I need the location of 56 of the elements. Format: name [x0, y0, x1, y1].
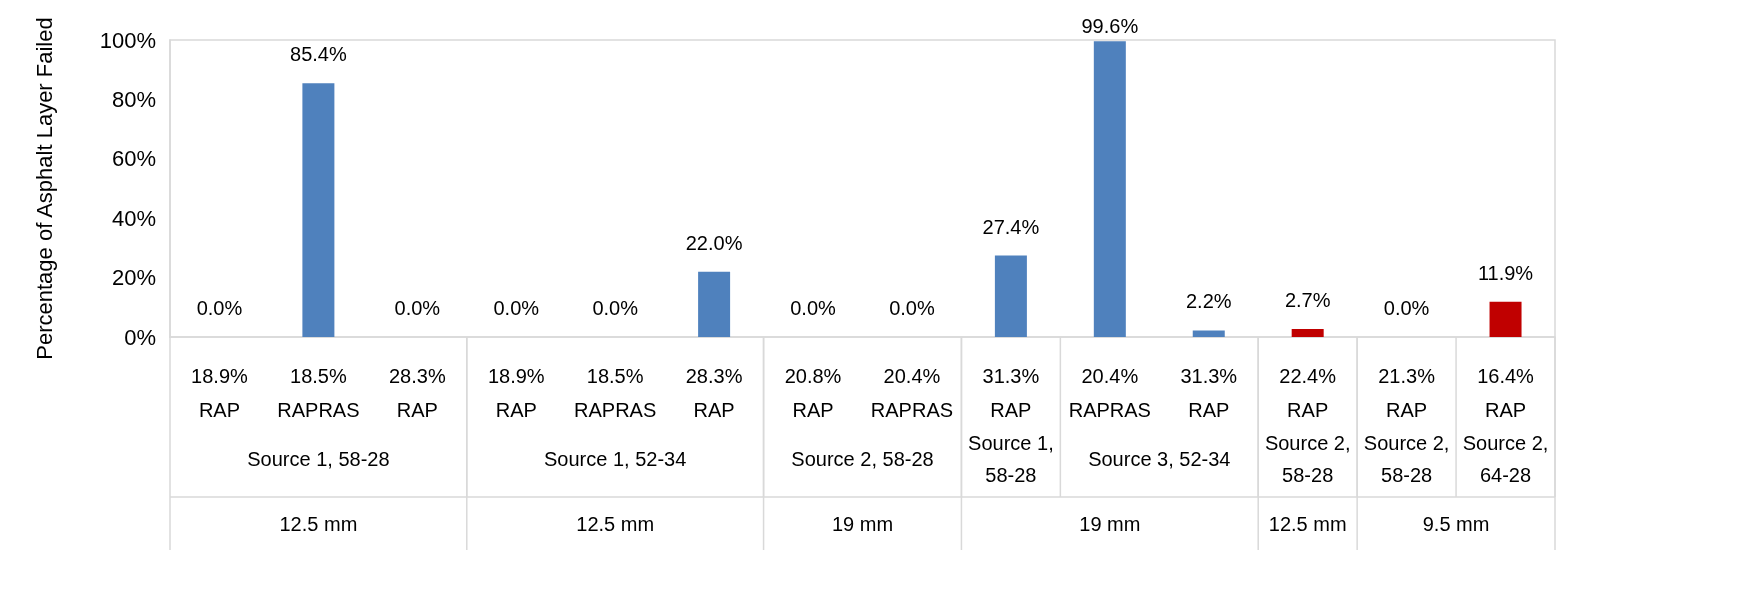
y-axis-title: Percentage of Asphalt Layer Failed [31, 17, 57, 360]
data-label: 11.9% [1477, 261, 1534, 284]
source-note: Source 1, 52-34 [544, 447, 687, 470]
y-tick-label: 80% [111, 86, 156, 112]
y-tick-label: 100% [99, 27, 156, 53]
x-tick-label: 18.9% RAP [487, 365, 545, 421]
x-tick-label: 18.9% RAP [191, 365, 249, 421]
text: 12.5 mm [1268, 512, 1347, 535]
x-tick-label: 18.5% RAPRAS [574, 365, 657, 421]
x-tick-label: 20.4% RAPRAS [1068, 365, 1151, 421]
data-label: 0.0% [889, 297, 935, 319]
text: 12.5 mm [279, 512, 358, 535]
source-note: Source 2, 58-28 [1363, 431, 1450, 486]
x-tick-label: 20.8% RAP [784, 365, 842, 421]
text: 9.5 mm [1422, 512, 1490, 535]
data-label: 27.4% [982, 215, 1040, 238]
text: 19 mm [1079, 512, 1141, 535]
bar [1489, 301, 1522, 337]
x-tick-label: 28.3% RAP [685, 365, 743, 421]
y-tick-label: 40% [111, 205, 156, 231]
y-tick-label: 0% [124, 324, 156, 350]
x-tick-label: 28.3% RAP [388, 365, 446, 421]
source-note: Source 2, 58-28 [791, 447, 934, 470]
source-note: Source 1, 58-28 [247, 447, 390, 470]
x-tick-label: 16.4% RAP [1477, 365, 1535, 421]
text: 12.5 mm [576, 512, 655, 535]
data-label: 0.0% [196, 297, 243, 319]
data-label: 0.0% [1383, 297, 1430, 319]
data-label: 2.2% [1185, 290, 1232, 313]
x-tick-label: 22.4% RAP [1279, 365, 1337, 421]
y-tick-label: 20% [111, 265, 156, 291]
data-label: 0.0% [394, 297, 441, 319]
x-tick-label: 31.3% RAP [1180, 365, 1238, 421]
data-label: 0.0% [493, 297, 540, 319]
source-note: Source 2, 58-28 [1264, 431, 1351, 486]
text: 19 mm [831, 512, 894, 535]
data-label: 0.0% [592, 297, 639, 319]
bar [1192, 330, 1225, 337]
source-note: Source 3, 52-34 [1088, 447, 1231, 470]
x-tick-label: 18.5% RAPRAS [277, 365, 360, 421]
data-label: 22.0% [685, 231, 743, 254]
bar [1291, 328, 1324, 337]
source-note: Source 1, 58-28 [968, 431, 1054, 486]
bar [302, 83, 335, 337]
x-tick-label: 20.4% RAPRAS [870, 365, 954, 421]
data-label: 2.7% [1284, 288, 1331, 311]
x-tick-label: 31.3% RAP [982, 365, 1040, 421]
bar [1093, 41, 1126, 337]
x-tick-label: 21.3% RAP [1378, 365, 1436, 421]
source-note: Source 2, 64-28 [1462, 431, 1549, 486]
data-label: 0.0% [790, 297, 837, 319]
y-tick-label: 60% [111, 146, 156, 172]
bar [994, 255, 1027, 337]
data-label: 85.4% [290, 43, 347, 66]
data-label: 99.6% [1081, 15, 1139, 38]
bar [698, 271, 731, 337]
